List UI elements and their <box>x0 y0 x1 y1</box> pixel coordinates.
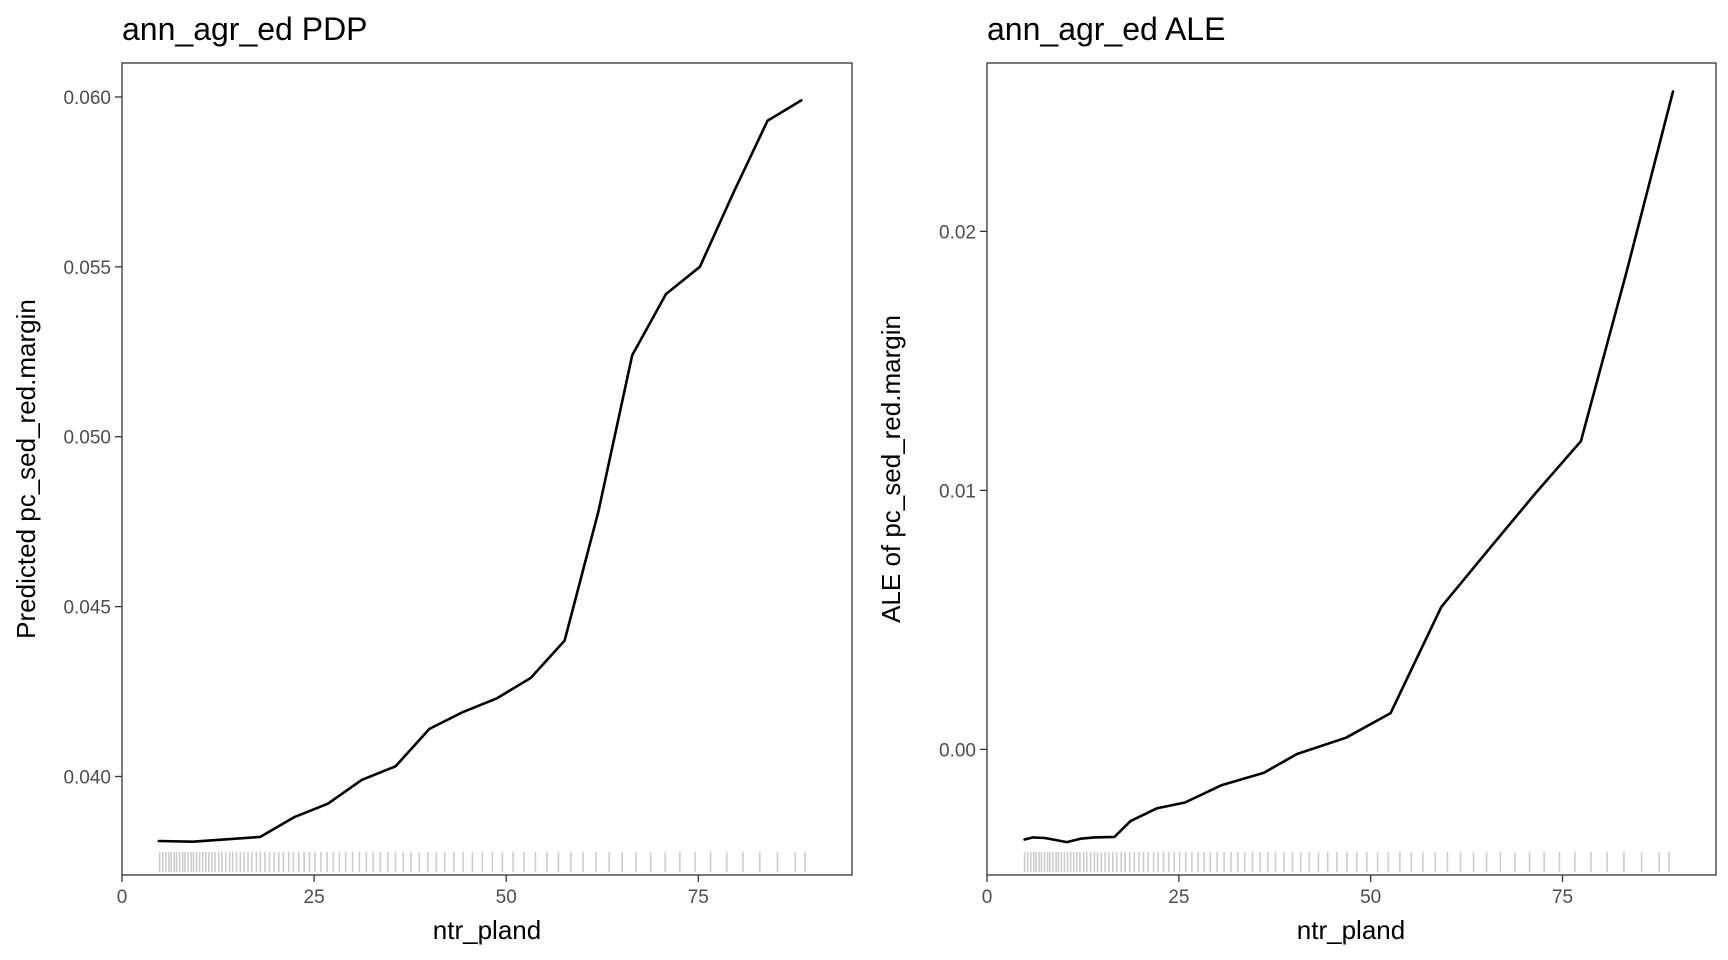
ale-y-tick-label: 0.00 <box>939 740 976 761</box>
pdp-line <box>157 99 803 843</box>
pdp-y-tick-label: 0.045 <box>63 598 111 619</box>
ale-panel: ann_agr_ed ALE 0 25 50 75 0.00 0.01 0.02 ntr_… <box>876 11 1717 945</box>
pdp-x-tick-label: 50 <box>496 887 517 908</box>
ale-y-tick-label: 0.01 <box>939 481 976 502</box>
pdp-y-axis: 0.040 0.045 0.050 0.055 0.060 <box>63 88 122 788</box>
pdp-rug <box>158 852 806 872</box>
ale-rug <box>1023 852 1670 872</box>
ale-line <box>1023 90 1675 844</box>
ale-y-axis-title: ALE of pc_sed_red.margin <box>876 315 906 623</box>
pdp-x-axis-title: ntr_pland <box>433 915 541 945</box>
ale-x-tick-label: 0 <box>982 887 993 908</box>
ale-x-tick-label: 50 <box>1360 887 1381 908</box>
pdp-plot-frame <box>121 62 853 876</box>
pdp-x-tick-label: 25 <box>304 887 325 908</box>
pdp-x-tick-label: 75 <box>688 887 709 908</box>
pdp-y-tick-label: 0.060 <box>63 88 111 109</box>
pdp-y-tick-label: 0.055 <box>63 258 111 279</box>
ale-x-tick-label: 25 <box>1168 887 1189 908</box>
ale-plot-frame <box>986 62 1717 876</box>
pdp-y-axis-title: Predicted pc_sed_red.margin <box>11 299 41 639</box>
pdp-x-tick-label: 0 <box>117 887 128 908</box>
ale-y-axis: 0.00 0.01 0.02 <box>939 222 987 761</box>
pdp-title: ann_agr_ed PDP <box>122 11 368 47</box>
pdp-panel: ann_agr_ed PDP 0 25 50 75 0.0400.0450.0500.… <box>11 11 853 945</box>
pdp-x-axis: 0 25 50 75 <box>117 875 709 908</box>
ale-x-tick-label: 75 <box>1552 887 1573 908</box>
ale-title: ann_agr_ed ALE <box>987 11 1225 47</box>
pdp-y-tick-label: 0.040 <box>63 767 111 788</box>
ale-x-axis-title: ntr_pland <box>1297 915 1405 945</box>
ale-y-tick-label: 0.02 <box>939 222 976 243</box>
pdp-y-tick-label: 0.050 <box>63 428 111 449</box>
ale-x-axis: 0 25 50 75 <box>982 875 1573 908</box>
